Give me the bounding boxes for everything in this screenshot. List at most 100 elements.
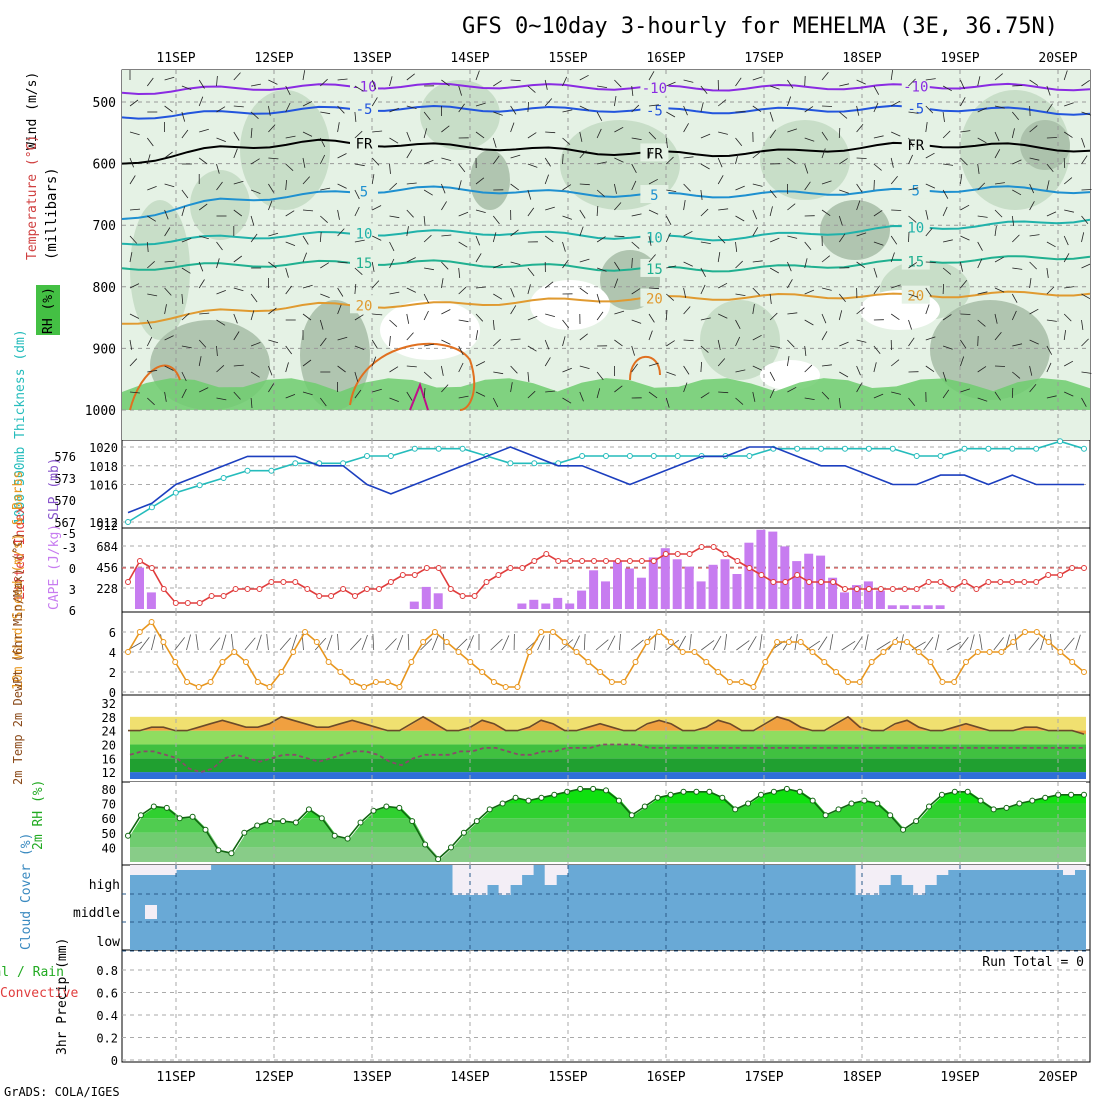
- bottom-day-tick-label: 15SEP: [548, 1070, 587, 1085]
- contour-label: 10: [907, 221, 924, 237]
- temp-color-band: [130, 772, 1086, 779]
- profile-wind-barb: [1046, 241, 1056, 248]
- surface-wind-barb: [958, 636, 969, 651]
- profile-wind-barb: [372, 205, 382, 211]
- profile-wind-barb: [458, 103, 465, 113]
- high-cloud-bar: [993, 865, 1006, 870]
- wind-speed-point: [573, 649, 580, 655]
- profile-wind-barb: [665, 215, 672, 225]
- wind-speed-point: [774, 639, 781, 645]
- profile-wind-barb: [527, 267, 535, 277]
- profile-wind-barb: [735, 185, 745, 191]
- profile-wind-barb: [475, 391, 486, 397]
- wind-speed-point: [125, 649, 131, 655]
- cape-bar: [852, 585, 861, 609]
- profile-wind-barb: [1063, 157, 1066, 169]
- profile-wind-barb: [735, 260, 743, 269]
- profile-wind-barb: [129, 313, 140, 319]
- profile-wind-barb: [337, 336, 348, 341]
- rh2m-point: [926, 803, 932, 810]
- profile-wind-barb: [164, 287, 172, 296]
- profile-wind-barb: [510, 79, 521, 82]
- profile-wind-barb: [129, 391, 140, 394]
- profile-wind-barb: [873, 393, 884, 399]
- profile-wind-barb: [354, 371, 359, 382]
- profile-wind-barb: [406, 287, 416, 293]
- contour-label-bg: [640, 185, 669, 204]
- profile-wind-barb: [1029, 308, 1039, 315]
- profile-wind-barb: [839, 158, 848, 165]
- precip-ylabel: 3hr Precip (mm): [55, 938, 70, 1055]
- profile-wind-barb: [406, 149, 413, 159]
- wind-speed-point: [892, 639, 899, 645]
- profile-wind-barb: [527, 163, 538, 168]
- cape-bar: [828, 577, 838, 609]
- wind-speed-point: [148, 619, 155, 625]
- profile-wind-barb: [493, 338, 501, 347]
- profile-wind-barb: [977, 107, 987, 113]
- profile-wind-barb: [545, 131, 556, 134]
- profile-wind-barb: [250, 371, 260, 378]
- profile-wind-barb: [925, 336, 936, 341]
- wind-speed-point: [726, 679, 733, 685]
- profile-wind-barb: [354, 345, 365, 350]
- rh2m-point: [874, 800, 881, 807]
- rh2m-point: [667, 791, 674, 798]
- profile-wind-barb: [925, 105, 934, 114]
- precip-tick-label: 0.6: [96, 987, 118, 1001]
- contour-label: 5: [912, 184, 920, 200]
- wind-speed-point: [266, 684, 273, 690]
- profile-wind-barb: [718, 313, 728, 319]
- profile-wind-barb: [562, 397, 572, 404]
- surface-wind-barb: [407, 633, 410, 651]
- profile-wind-barb: [579, 105, 590, 111]
- profile-wind-barb: [994, 209, 1003, 218]
- profile-wind-barb: [544, 339, 550, 350]
- profile-wind-barb: [994, 226, 997, 237]
- profile-wind-barb: [475, 330, 479, 341]
- profile-wind-barb: [423, 293, 429, 304]
- wind-speed-point: [620, 679, 627, 685]
- profile-wind-barb: [648, 148, 651, 159]
- lifted-index-point: [674, 551, 681, 557]
- lifted-index-point: [913, 586, 920, 592]
- wind-speed-point: [963, 659, 969, 665]
- precip-legend-total: Total / Rain: [0, 965, 64, 980]
- rh-tick-label: 60: [102, 812, 116, 826]
- profile-wind-barb: [147, 215, 157, 222]
- profile-wind-barb: [302, 209, 314, 212]
- lifted-index-point: [148, 565, 155, 571]
- profile-wind-barb: [406, 365, 417, 368]
- profile-wind-barb: [1029, 278, 1032, 289]
- thickness-point: [937, 453, 944, 459]
- profile-wind-barb: [1081, 397, 1087, 407]
- temp-tick-label: 12: [102, 766, 116, 780]
- profile-wind-barb: [493, 263, 503, 269]
- rh-patch: [240, 90, 330, 210]
- profile-wind-barb: [977, 258, 983, 269]
- profile-wind-barb: [129, 157, 134, 168]
- surface-wind-barb: [1028, 637, 1040, 651]
- lifted-index-point: [280, 579, 287, 585]
- wind-speed-point: [290, 649, 297, 655]
- lifted-index-point: [889, 586, 896, 592]
- profile-wind-barb: [1081, 111, 1092, 116]
- profile-wind-barb: [527, 371, 530, 382]
- profile-wind-barb: [319, 397, 327, 407]
- profile-wind-barb: [181, 345, 192, 349]
- profile-wind-barb: [942, 206, 948, 217]
- profile-wind-barb: [960, 157, 968, 166]
- profile-wind-barb: [198, 339, 207, 348]
- profile-wind-barb: [925, 304, 930, 315]
- wind-speed-point: [738, 679, 745, 685]
- profile-wind-barb: [683, 365, 690, 375]
- profile-wind-barb: [562, 336, 566, 347]
- profile-wind-barb: [752, 227, 759, 237]
- profile-wind-barb: [977, 182, 986, 191]
- cape-bar: [433, 593, 443, 609]
- profile-wind-barb: [1081, 232, 1085, 243]
- profile-wind-barb: [1063, 330, 1066, 341]
- profile-wind-barb: [648, 254, 656, 263]
- profile-wind-barb: [735, 154, 739, 165]
- profile-wind-barb: [856, 383, 862, 393]
